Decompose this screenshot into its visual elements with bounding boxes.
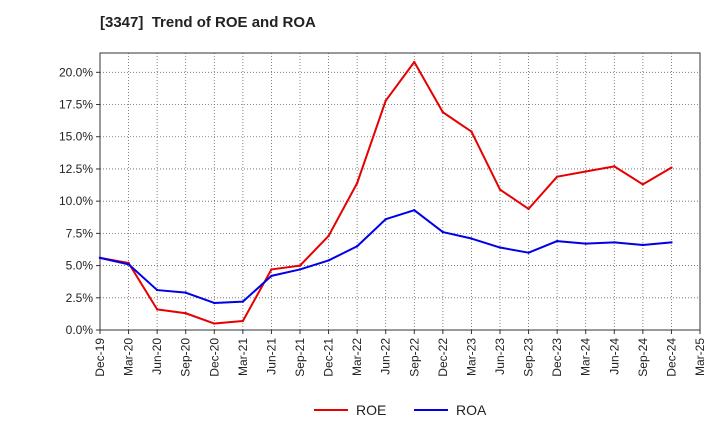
roa-legend-label: ROA [456, 402, 487, 418]
roa-data-point [441, 230, 445, 234]
x-tick-label: Jun-24 [607, 338, 621, 375]
y-tick-label: 15.0% [59, 130, 93, 144]
roa-data-point [413, 208, 416, 212]
roa-data-point [213, 301, 216, 305]
roe-data-point [613, 165, 616, 168]
y-tick-label: 0.0% [66, 323, 94, 337]
axis-layer: Dec-19 Mar-20 Jun-20 Sep-20 Dec-20 Mar-21 Jun-… [59, 65, 707, 376]
roe-data-point [470, 130, 473, 133]
y-tick-label: 5.0% [66, 259, 94, 273]
roa-data-point [670, 241, 673, 244]
roe-data-point [527, 207, 530, 211]
chart-title: [3347] Trend of ROE and ROA [100, 14, 316, 31]
roe-data-point [327, 234, 330, 238]
y-tick-label: 7.5% [66, 226, 94, 240]
roe-data-point [555, 175, 559, 178]
x-tick-label: Sep-21 [293, 338, 307, 377]
legend: ROE ROA [314, 402, 487, 418]
roa-data-point [384, 218, 387, 221]
y-tick-label: 20.0% [59, 65, 93, 79]
roa-data-point [641, 243, 645, 247]
y-tick-label: 12.5% [59, 162, 93, 176]
x-tick-label: Mar-21 [236, 338, 250, 376]
roe-data-point [584, 170, 587, 173]
x-tick-label: Dec-23 [550, 338, 564, 377]
x-tick-label: Sep-22 [407, 338, 421, 377]
roe-data-point [441, 111, 445, 114]
x-tick-label: Dec-21 [322, 338, 336, 377]
roa-data-point [355, 245, 359, 248]
roa-data-point [270, 274, 273, 278]
roa-data-point [613, 241, 616, 244]
roe-data-point [298, 264, 302, 267]
roa-data-point [98, 256, 102, 260]
x-tick-label: Mar-22 [350, 338, 364, 376]
x-tick-label: Jun-21 [264, 338, 278, 375]
roe-data-point [213, 322, 216, 325]
roa-data-point [470, 237, 473, 240]
roa-data-point [327, 259, 330, 262]
roa-data-point [555, 239, 559, 243]
plot-area [99, 52, 701, 331]
roa-data-point [241, 300, 245, 303]
roe-data-point [498, 188, 502, 191]
roa-data-point [298, 268, 302, 271]
roe-data-point [155, 308, 159, 311]
x-tick-label: Mar-25 [693, 338, 707, 376]
x-tick-label: Sep-23 [522, 338, 536, 377]
roe-data-point [641, 183, 645, 186]
x-tick-label: Jun-23 [493, 338, 507, 375]
roe-data-point [384, 99, 387, 102]
x-tick-label: Mar-24 [579, 338, 593, 376]
roe-legend-label: ROE [356, 402, 386, 418]
x-tick-label: Jun-20 [150, 338, 164, 375]
x-tick-label: Sep-20 [179, 338, 193, 377]
x-tick-label: Jun-22 [379, 338, 393, 375]
grid-layer [100, 53, 700, 330]
x-tick-label: Dec-22 [436, 338, 450, 377]
roe-data-point [355, 181, 359, 185]
roa-data-point [127, 263, 130, 266]
roa-data-point [584, 242, 587, 245]
roa-data-point [498, 246, 502, 249]
x-tick-label: Dec-19 [93, 338, 107, 377]
roe-data-point [270, 268, 273, 271]
x-tick-label: Dec-20 [207, 338, 221, 377]
x-tick-label: Dec-24 [664, 338, 678, 377]
roe-data-point [670, 166, 673, 169]
y-tick-label: 17.5% [59, 98, 93, 112]
roe-data-point [241, 319, 245, 323]
series-layer [98, 60, 673, 325]
roe-data-point [413, 60, 416, 64]
x-tick-label: Mar-23 [464, 338, 478, 376]
roe-data-point [184, 312, 187, 315]
roa-data-point [184, 291, 187, 294]
x-tick-label: Sep-24 [636, 338, 650, 377]
x-tick-label: Mar-20 [122, 338, 136, 376]
y-tick-label: 2.5% [66, 291, 94, 305]
y-tick-label: 10.0% [59, 194, 93, 208]
roa-data-point [527, 251, 530, 254]
roa-data-point [155, 288, 159, 292]
